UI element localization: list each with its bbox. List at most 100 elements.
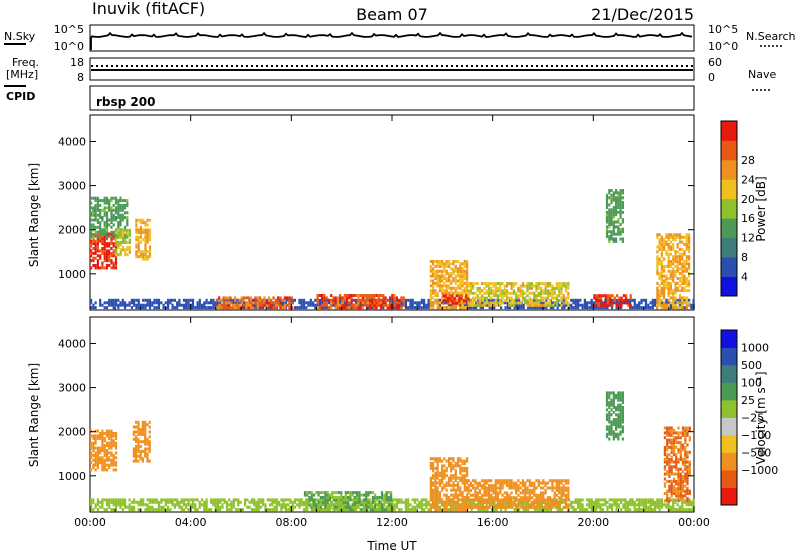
velocity-cell [99,505,102,509]
velocity-cell [459,459,462,463]
velocity-cell [180,505,183,509]
velocity-cell [137,430,140,434]
power-cell [321,303,324,307]
velocity-cell [389,500,392,504]
power-cell [144,303,147,307]
power-cell [343,301,346,305]
velocity-cell [144,454,147,458]
velocity-cell [185,503,188,507]
velocity-cell [605,398,609,402]
velocity-cell [135,437,138,441]
power-cell [676,235,679,239]
velocity-cell [169,508,172,512]
power-cell [318,303,321,307]
velocity-cell [447,498,451,502]
power-cell [617,203,620,207]
velocity-cell [386,500,389,504]
power-cell [660,250,663,254]
velocity-cell [642,498,645,502]
power-cell [688,267,691,271]
velocity-cell [590,505,593,509]
power-cell [316,301,319,305]
velocity-cell [626,505,629,509]
velocity-cell [99,458,102,462]
velocity-cell [380,498,384,502]
velocity-cell [452,486,455,490]
velocity-cell [476,503,479,507]
velocity-cell [347,508,350,512]
power-cell [92,303,95,307]
velocity-cell [663,477,666,481]
power-cell [379,301,383,305]
power-cell [139,226,142,229]
power-cell [678,277,682,280]
power-cell [454,294,457,297]
power-cell [676,245,679,249]
velocity-cell [257,498,260,502]
velocity-cell [456,464,460,468]
velocity-cell [323,508,326,512]
power-cell [350,294,353,297]
velocity-cell [496,503,500,507]
velocity-cell [463,498,466,502]
power-cell [608,196,611,200]
velocity-cell [135,445,138,448]
power-cell [110,301,113,305]
power-cell [672,298,675,302]
power-cell [124,206,127,210]
velocity-cell [219,498,222,502]
power-cell [608,239,611,243]
power-cell [157,298,161,302]
power-cell [240,298,243,302]
power-cell [656,281,659,285]
velocity-cell [577,500,580,504]
velocity-cell [666,431,669,435]
power-cell [108,199,111,203]
velocity-cell [450,488,453,492]
velocity-cell [148,445,151,448]
power-cell [617,232,620,236]
velocity-cell [660,498,663,502]
power-cell [609,299,612,303]
power-cell [366,301,369,305]
power-cell [418,301,421,305]
power-cell [672,301,675,305]
power-cell [427,306,430,310]
power-cell [451,301,454,305]
velocity-cell [544,484,547,488]
power-cell [117,216,120,220]
velocity-cell [672,450,676,454]
power-cell [240,306,243,310]
velocity-cell [148,508,152,512]
power-cell [612,225,615,229]
velocity-cell [551,501,554,505]
power-cell [685,298,688,302]
power-cell [612,220,615,224]
velocity-cell [318,498,321,502]
velocity-cell [365,493,368,497]
power-cell [517,289,520,293]
velocity-cell [441,500,444,504]
velocity-cell [275,500,278,504]
power-cell [463,269,466,273]
power-cell [434,260,437,263]
velocity-cell [567,493,570,497]
power-cell [606,299,610,303]
power-cell [227,298,230,302]
power-cell [135,230,138,234]
velocity-cell [644,503,648,507]
velocity-cell [337,491,341,495]
power-cell [617,198,620,202]
power-ytick-label: 4000 [58,135,86,148]
velocity-cell [588,505,591,509]
velocity-cell [171,503,174,507]
velocity-cell [94,434,97,438]
power-cell [581,303,584,307]
power-cell [90,249,93,253]
power-cell [544,303,547,307]
power-cell [429,284,432,288]
velocity-cell [438,505,441,509]
power-cell [678,247,682,251]
velocity-cell [310,505,313,509]
power-cell [90,206,93,210]
